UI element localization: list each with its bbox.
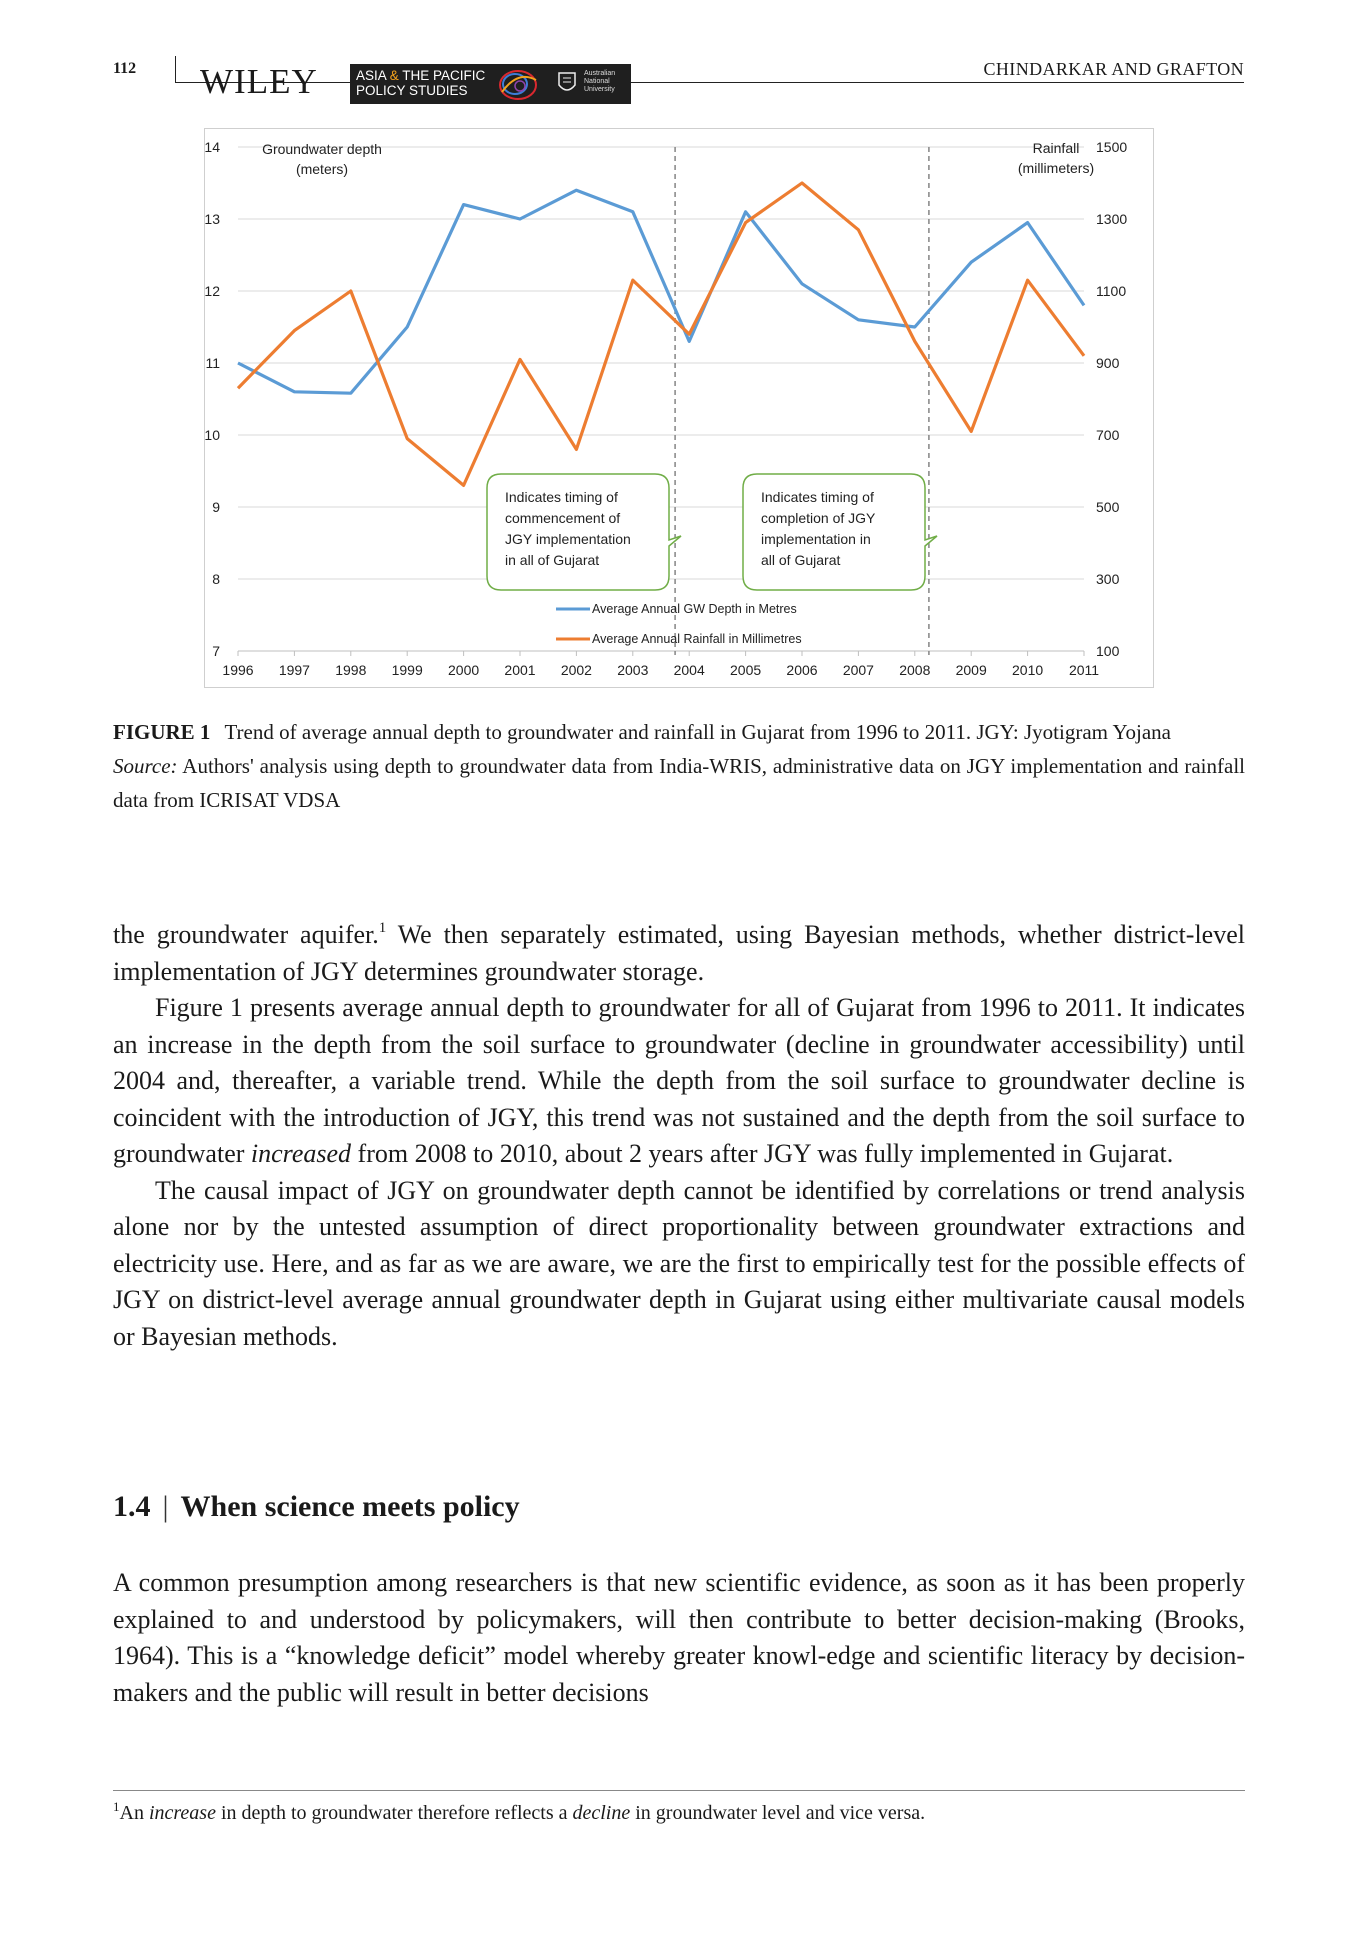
right-axis-label: Rainfall (millimeters)	[1018, 140, 1094, 176]
x-tick-label: 2011	[1069, 662, 1099, 678]
legend: Average Annual GW Depth in Metres Averag…	[556, 602, 802, 646]
journal-swirl-icon	[499, 70, 537, 100]
chart-frame	[204, 128, 1154, 688]
x-tick-label: 2007	[843, 662, 874, 678]
figure-label: FIGURE 1	[113, 720, 211, 744]
paragraph-4: A common presumption among researchers i…	[113, 1568, 1245, 1707]
caption-text: FIGURE 1 Trend of average annual depth to…	[113, 720, 1171, 744]
svg-text:Indicates timing of: Indicates timing of	[761, 489, 874, 505]
x-tick-label: 2008	[899, 662, 930, 678]
x-tick-label: 2010	[1012, 662, 1043, 678]
footnote-rule	[113, 1790, 1245, 1791]
footnote-ref[interactable]: 1	[378, 920, 387, 936]
x-tick-label: 1999	[392, 662, 423, 678]
y-left-tick-label: 10	[204, 427, 220, 443]
paragraph-3: The causal impact of JGY on groundwater …	[113, 1175, 1245, 1351]
svg-text:(meters): (meters)	[296, 161, 348, 177]
journal-name-line2: POLICY STUDIES	[356, 83, 468, 98]
x-tick-label: 2001	[504, 662, 535, 678]
left-axis-label: Groundwater depth (meters)	[262, 141, 382, 177]
y-right-tick-label: 100	[1096, 643, 1120, 659]
university-name: Australian National University	[584, 70, 616, 93]
x-tick-label: 2005	[730, 662, 761, 678]
section-body: A common presumption among researchers i…	[113, 1565, 1245, 1711]
header-divider	[175, 56, 176, 82]
y-right-tick-label: 700	[1096, 427, 1120, 443]
x-tick-label: 2000	[448, 662, 479, 678]
svg-text:commencement of: commencement of	[505, 510, 620, 526]
figure-1: 7 8 9 10 11 12 13 14 100 300 500 700 900 1100 1300 150…	[204, 128, 1154, 688]
legend-label-rainfall: Average Annual Rainfall in Millimetres	[592, 632, 802, 646]
y-left-tick-label: 11	[205, 355, 220, 371]
x-tick-label: 2009	[956, 662, 987, 678]
svg-text:all of Gujarat: all of Gujarat	[761, 552, 840, 568]
section-number: 1.4	[113, 1490, 151, 1523]
y-right-tick-label: 1500	[1096, 139, 1127, 155]
groundwater-rainfall-chart: 7 8 9 10 11 12 13 14 100 300 500 700 900 1100 1300 150…	[204, 128, 1154, 688]
y-right-tick-label: 500	[1096, 499, 1120, 515]
footnote-1: 1An increase in depth to groundwater the…	[113, 1799, 926, 1824]
x-tick-label: 1998	[335, 662, 366, 678]
x-tick-label: 2004	[674, 662, 705, 678]
x-tick-label: 1996	[222, 662, 253, 678]
body-text: the groundwater aquifer.1 We then separa…	[113, 917, 1245, 1355]
y-right-tick-label: 1300	[1096, 211, 1127, 227]
svg-text:in all of Gujarat: in all of Gujarat	[505, 552, 599, 568]
svg-text:JGY implementation: JGY implementation	[505, 531, 631, 547]
svg-text:Indicates timing of: Indicates timing of	[505, 489, 618, 505]
y-left-tick-label: 8	[212, 571, 220, 587]
figure-caption: FIGURE 1 Trend of average annual depth to…	[113, 715, 1245, 817]
legend-item-rainfall: Average Annual Rainfall in Millimetres	[556, 632, 802, 646]
y-right-tick-label: 300	[1096, 571, 1120, 587]
y-left-tick-label: 13	[204, 211, 220, 227]
y-left-tick-label: 14	[204, 139, 220, 155]
gw-depth-line	[237, 188, 1086, 395]
publisher-logo: WILEY	[200, 62, 318, 101]
journal-name-line1: ASIA & THE PACIFIC	[356, 68, 486, 83]
x-tick-label: 1997	[279, 662, 310, 678]
annotation-completion: Indicates timing of completion of JGY im…	[742, 473, 938, 591]
running-header: 112 WILEY ASIA & THE PACIFIC POLICY STUD…	[0, 0, 1347, 110]
y-right-tick-label: 900	[1096, 355, 1120, 371]
paragraph-1: the groundwater aquifer.1 We then separa…	[113, 920, 1245, 986]
y-right-tick-label: 1100	[1096, 283, 1126, 299]
y-left-tick-label: 9	[212, 499, 220, 515]
header-rule	[175, 82, 1244, 83]
caption-source: Source: Authors' analysis using depth to…	[113, 754, 1245, 812]
y-left-tick-label: 7	[212, 643, 220, 659]
page-number: 112	[113, 60, 137, 77]
x-tick-label: 2006	[786, 662, 817, 678]
paragraph-2: Figure 1 presents average annual depth t…	[113, 993, 1245, 1168]
section-title: When science meets policy	[180, 1490, 520, 1523]
rainfall-line	[236, 181, 1086, 487]
x-tick-label: 2003	[617, 662, 648, 678]
legend-label-gw: Average Annual GW Depth in Metres	[592, 602, 797, 616]
university-crest-icon	[558, 72, 576, 91]
svg-text:completion of JGY: completion of JGY	[761, 510, 876, 526]
legend-item-gw-depth: Average Annual GW Depth in Metres	[556, 602, 797, 616]
y-left-tick-label: 12	[204, 283, 220, 299]
svg-text:Groundwater depth: Groundwater depth	[262, 141, 382, 157]
svg-text:Rainfall: Rainfall	[1033, 140, 1080, 156]
section-heading: 1.4 | When science meets policy	[113, 1490, 520, 1523]
svg-text:implementation in: implementation in	[761, 531, 871, 547]
running-authors: CHINDARKAR AND GRAFTON	[983, 59, 1244, 79]
journal-badge: ASIA & THE PACIFIC POLICY STUDIES Austra…	[350, 64, 631, 104]
annotation-commencement: Indicates timing of commencement of JGY …	[486, 473, 682, 591]
svg-text:(millimeters): (millimeters)	[1018, 160, 1094, 176]
x-tick-label: 2002	[561, 662, 592, 678]
